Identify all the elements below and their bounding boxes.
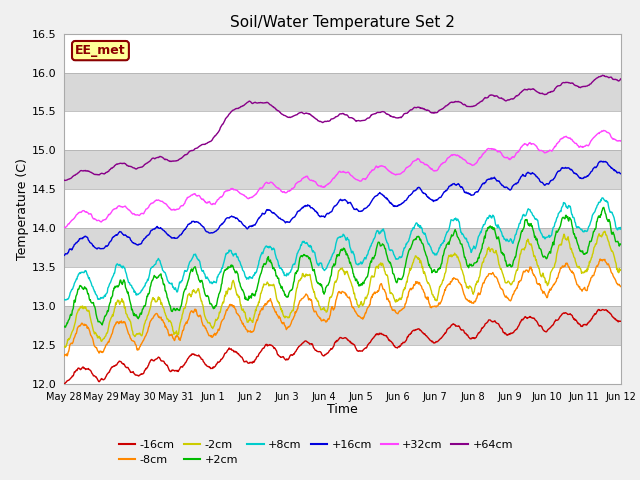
Bar [64, 72, 621, 111]
Bar [64, 267, 621, 306]
Bar [64, 189, 621, 228]
Y-axis label: Temperature (C): Temperature (C) [16, 158, 29, 260]
Bar [64, 345, 621, 384]
Bar [64, 306, 621, 345]
Bar [64, 150, 621, 189]
Bar [64, 111, 621, 150]
X-axis label: Time: Time [327, 403, 358, 416]
Text: EE_met: EE_met [75, 44, 126, 57]
Legend: -16cm, -8cm, -2cm, +2cm, +8cm, +16cm, +32cm, +64cm: -16cm, -8cm, -2cm, +2cm, +8cm, +16cm, +3… [114, 435, 518, 469]
Bar [64, 228, 621, 267]
Title: Soil/Water Temperature Set 2: Soil/Water Temperature Set 2 [230, 15, 455, 30]
Bar [64, 34, 621, 72]
